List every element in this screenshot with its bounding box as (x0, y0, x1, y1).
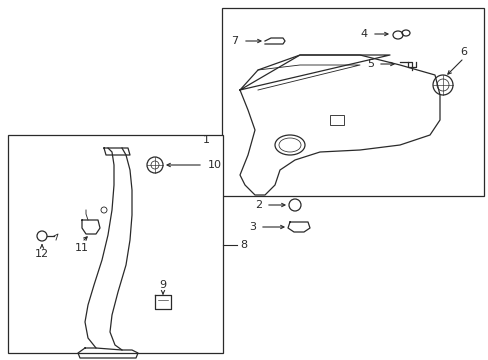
Text: 10: 10 (207, 160, 222, 170)
Text: 2: 2 (254, 200, 262, 210)
Text: 3: 3 (248, 222, 256, 232)
Text: 6: 6 (460, 47, 467, 57)
Text: 1: 1 (203, 135, 209, 145)
Bar (329, 115, 343, 125)
Text: 9: 9 (159, 280, 166, 290)
Text: 7: 7 (230, 36, 238, 46)
Text: 5: 5 (366, 59, 373, 69)
Bar (8, 135, 223, 353)
Text: 4: 4 (360, 29, 367, 39)
Bar (222, 8, 483, 196)
Text: 11: 11 (75, 243, 89, 253)
Text: 8: 8 (240, 240, 246, 250)
Text: 12: 12 (35, 249, 49, 259)
